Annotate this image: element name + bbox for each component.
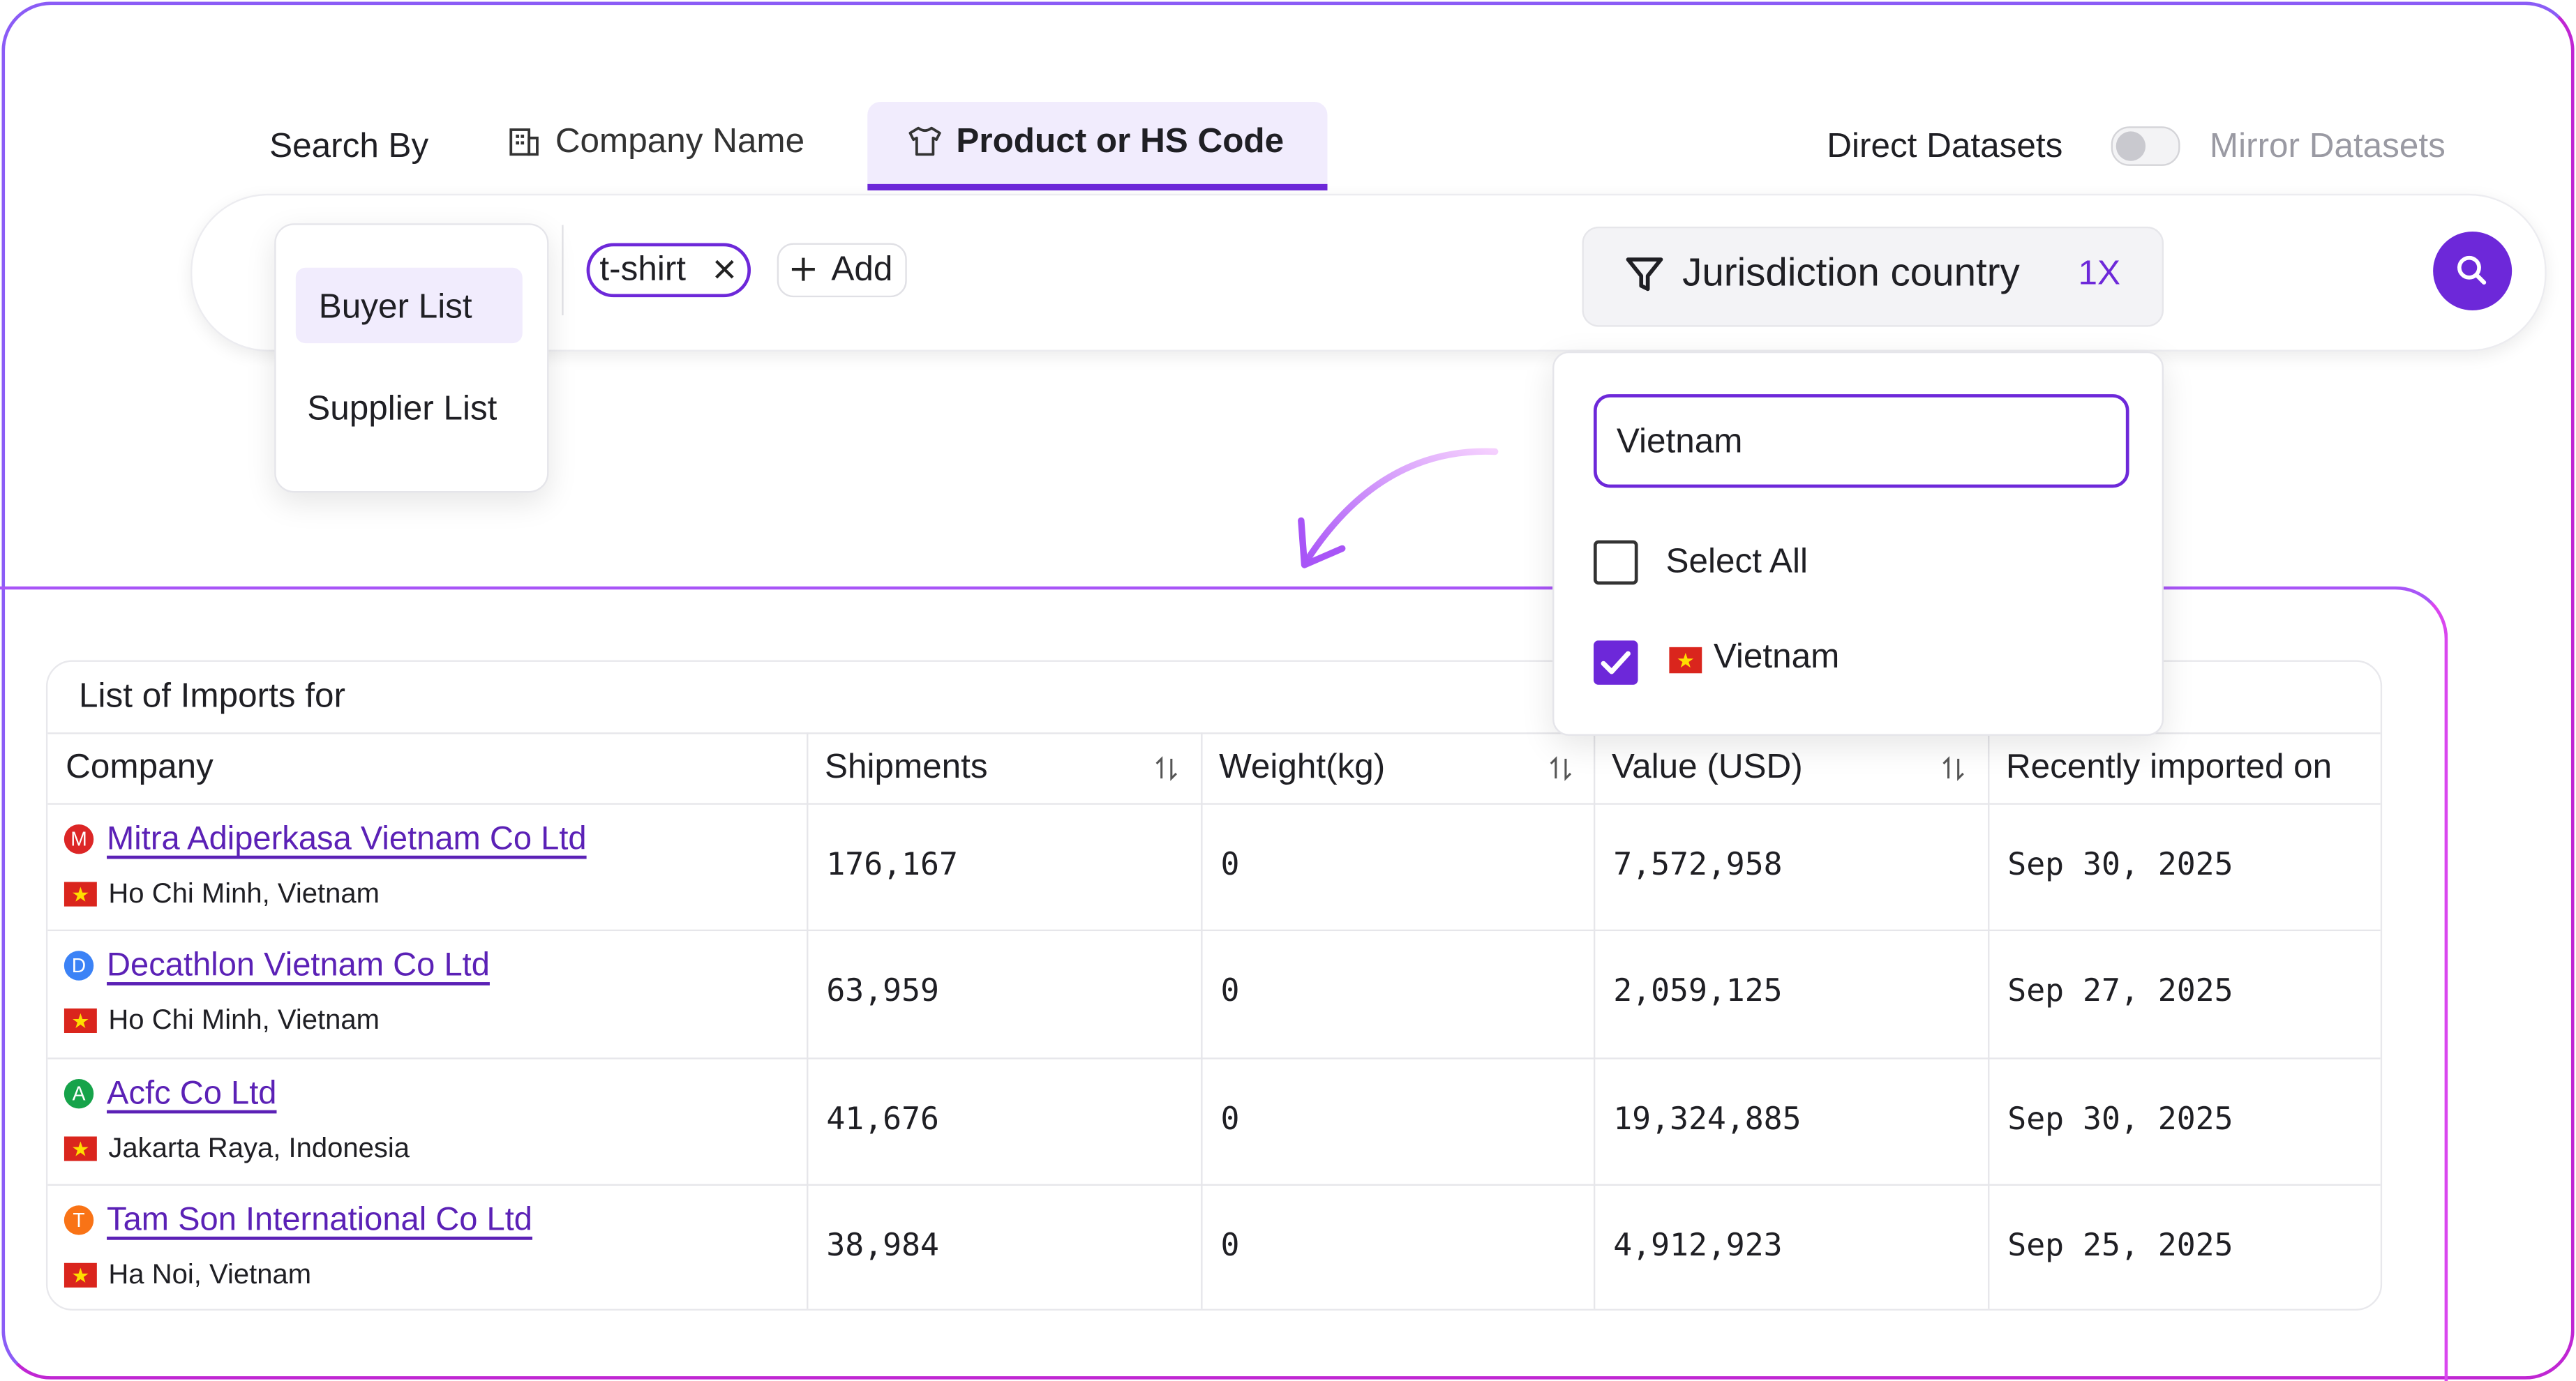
cell: Sep 25, 2025 [2007, 1227, 2233, 1264]
filter-count: 1X [2078, 254, 2121, 293]
tab[interactable]: Company Name [555, 122, 805, 160]
company-link[interactable]: Tam Son International Co Ltd [107, 1202, 532, 1239]
cell: 0 [1220, 973, 1240, 1010]
list-menu [274, 223, 549, 493]
divider [562, 225, 564, 316]
funnel-icon [1626, 257, 1663, 292]
cell: 7,572,958 [1613, 846, 1783, 883]
direct-datasets: Direct Datasets [1827, 127, 2063, 165]
column-header: Weight(kg) [1219, 748, 1386, 786]
cell: 41,676 [826, 1100, 939, 1137]
filter-search-text: Vietnam [1616, 423, 1743, 461]
table-title: List of Imports for [79, 677, 345, 716]
column-header: Recently imported on [2005, 748, 2332, 786]
shirt-icon [908, 126, 941, 156]
cell: 176,167 [826, 846, 958, 883]
flag [63, 1009, 97, 1034]
column-header: Shipments [825, 748, 988, 786]
sort-icon[interactable] [1942, 755, 1965, 782]
cell: 4,912,923 [1613, 1227, 1783, 1264]
flag [63, 882, 97, 907]
company-location: Ho Chi Minh, Vietnam [108, 877, 380, 910]
building-icon [509, 128, 539, 156]
row-border [47, 732, 2381, 734]
column-header: Company [66, 748, 214, 786]
flag [1669, 647, 1702, 674]
checkbox-checked[interactable] [1593, 640, 1638, 685]
cell: 0 [1220, 1227, 1240, 1264]
filter-dropdown [1552, 351, 2164, 736]
column-border [1201, 732, 1203, 1309]
add-button[interactable] [777, 243, 907, 298]
flag [63, 1135, 97, 1161]
company-link[interactable]: Decathlon Vietnam Co Ltd [107, 948, 490, 985]
cell: 63,959 [826, 973, 939, 1010]
active-tab[interactable] [867, 101, 1328, 191]
cell: Sep 30, 2025 [2007, 1100, 2233, 1137]
mirror-datasets: Mirror Datasets [2209, 127, 2446, 165]
cell: Sep 27, 2025 [2007, 973, 2233, 1010]
sort-icon[interactable] [1155, 755, 1178, 782]
menu-highlight [295, 267, 523, 344]
tag-text: t-shirt [599, 250, 687, 289]
filter-button[interactable] [1582, 226, 2164, 327]
arrow [1298, 448, 1499, 568]
company-badge: A [63, 1078, 94, 1108]
add-text: Add [831, 250, 893, 289]
checkbox[interactable] [1593, 540, 1638, 585]
plus-icon [791, 257, 815, 281]
tag-remove[interactable] [713, 258, 736, 281]
cell: 19,324,885 [1613, 1100, 1802, 1137]
results-panel [0, 586, 2448, 1381]
option-label: Vietnam [1713, 637, 1840, 676]
company-badge: D [63, 951, 94, 981]
cell: 0 [1220, 846, 1240, 883]
cell: 0 [1220, 1100, 1240, 1137]
search-icon [2457, 255, 2487, 285]
row-border [47, 803, 2381, 805]
column-border [1593, 732, 1596, 1309]
company-badge: M [63, 824, 94, 854]
filter-search-input[interactable] [1593, 394, 2129, 488]
search-by-label: Search By [269, 127, 429, 165]
toggle[interactable] [2111, 126, 2180, 166]
table-card: List of Imports for Company Shipments Weig… [45, 660, 2383, 1311]
flag [63, 1262, 97, 1288]
company-location: Ha Noi, Vietnam [108, 1258, 312, 1290]
menu-item[interactable]: Supplier List [307, 390, 497, 428]
tab[interactable]: Product or HS Code [956, 122, 1285, 160]
row-border [47, 1184, 2381, 1186]
column-header: Value (USD) [1611, 748, 1803, 786]
company-location: Ho Chi Minh, Vietnam [108, 1004, 380, 1036]
menu-item[interactable]: Buyer List [318, 288, 472, 326]
company-link[interactable]: Mitra Adiperkasa Vietnam Co Ltd [107, 821, 587, 858]
option-label: Select All [1665, 543, 1808, 581]
company-link[interactable]: Acfc Co Ltd [107, 1075, 277, 1112]
search-button[interactable] [2433, 231, 2513, 311]
cell: 2,059,125 [1613, 973, 1783, 1010]
column-border [1988, 732, 1990, 1309]
row-border [47, 930, 2381, 932]
sort-icon[interactable] [1549, 755, 1572, 782]
filter-label: Jurisdiction country [1682, 251, 2020, 296]
cell: 38,984 [826, 1227, 939, 1264]
cell: Sep 30, 2025 [2007, 846, 2233, 883]
column-border [807, 732, 809, 1309]
row-border [47, 1057, 2381, 1059]
company-location: Jakarta Raya, Indonesia [108, 1131, 410, 1163]
company-badge: T [63, 1205, 94, 1235]
tag[interactable] [586, 243, 751, 298]
